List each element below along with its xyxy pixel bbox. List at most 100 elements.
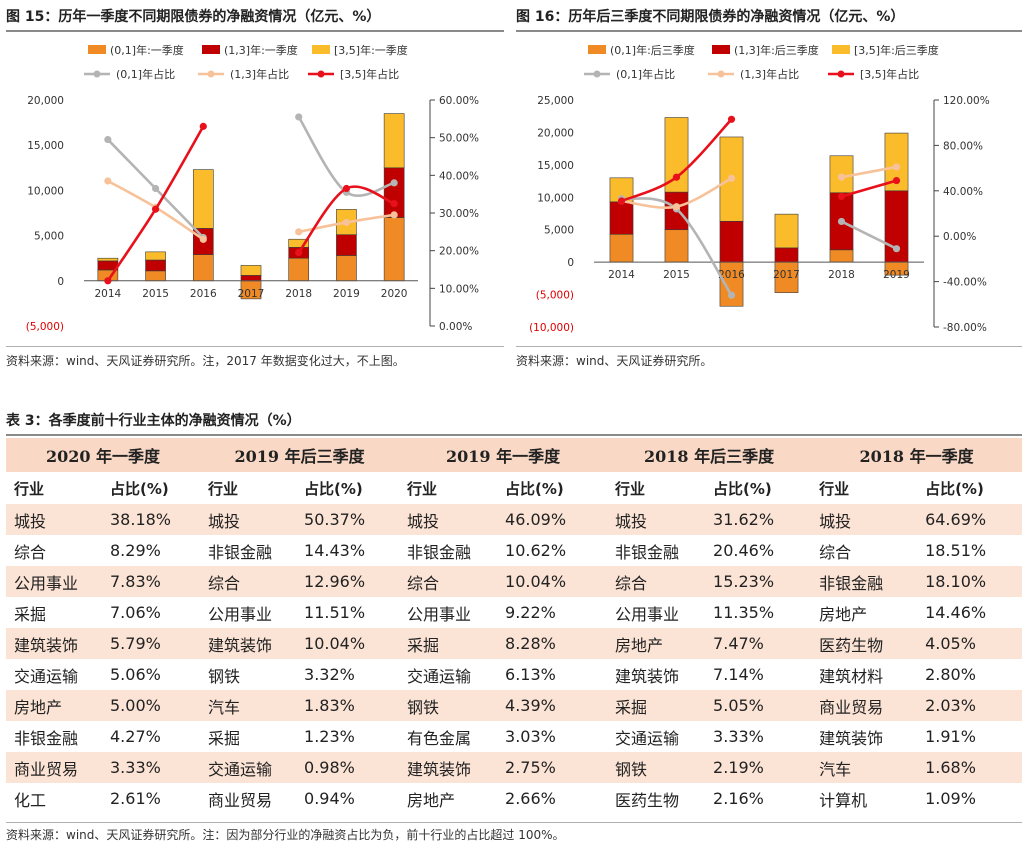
industry-cell: 采掘 [399,628,498,659]
column-header-ratio: 占比(%) [505,479,564,498]
industry-cell: 化工 [14,790,47,810]
x-tick-label: 2018 [285,288,312,300]
y2-tick-label: 20.00% [439,246,479,258]
legend-label: [3,5]年占比 [860,67,919,81]
ratio-cell: 15.23% [705,566,812,597]
series-point [390,211,398,219]
bar-segment [288,257,310,282]
table-row: 非银金融 4.27% 采掘 1.23% 有色金属 3.03% 交通运输 3.33% 建筑… [6,721,1022,752]
bar-segment [192,254,214,282]
x-tick-label: 2020 [381,288,408,300]
ratio-cell: 5.79% [102,628,201,659]
y2-tick-label: -40.00% [943,277,987,289]
table-3-source: 资料来源：wind、天风证券研究所。注：因为部分行业的净融资占比为负，前十行业的… [6,822,1022,847]
industry-cell: 交通运输 [14,666,79,686]
legend-label: (1,3]年:后三季度 [734,43,819,57]
series-line [297,116,395,197]
ratio-cell: 7.83% [102,566,201,597]
industry-cell: 建筑装饰 [819,728,884,748]
ratio-cell: 5.05% [705,690,812,721]
industry-cell: 房地产 [819,604,868,624]
series-point [672,173,681,181]
ratio-cell: 38.18% [102,504,201,535]
series-point [295,113,303,121]
bar-segment [336,234,357,256]
ratio-cell: 1.83% [296,690,400,721]
industry-cell: 汽车 [200,690,297,721]
industry-cell: 公用事业 [615,604,680,624]
table-row: 建筑装饰 5.79% 建筑装饰 10.04% 采掘 8.28% 房地产 7.47% 医药… [6,628,1023,659]
table-column-header-row: 行业 占比(%) 行业 占比(%) 行业 占比(%) 行业 占比(%) 行业 占… [6,472,1022,504]
ratio-cell: 0.98% [296,752,400,783]
industry-cell: 城投 [811,504,918,535]
industry-cell: 公用事业 [407,604,472,624]
ratio-cell: 8.29% [110,541,161,560]
y2-tick-label: 0.00% [439,321,472,333]
bar-segment [774,213,799,249]
bar-segment [288,238,310,248]
y-tick-label: 15,000 [27,140,64,152]
ratio-cell: 7.47% [705,628,812,659]
column-header-ratio: 占比(%) [925,479,984,498]
group-title: 2020 年一季度 [6,438,201,472]
bar-segment [664,229,689,263]
bar-segment [192,169,214,229]
legend-label: (0,1]年占比 [616,67,675,81]
bar-segment [609,233,634,263]
series-point [342,184,351,193]
bar-segment [240,265,262,276]
x-tick-label: 2017 [238,288,265,300]
legend-swatch [712,45,730,54]
series-point [151,205,160,213]
legend-marker [93,70,101,78]
ratio-cell: 64.69% [917,504,1023,535]
column-header-ratio: 占比(%) [713,479,772,498]
industry-cell: 建筑装饰 [615,666,680,686]
figure-15-svg: (0,1]年:一季度 (1,3]年:一季度 [3,5]年:一季度 (0,1]年占比 (1… [26,43,479,333]
y2-tick-label: 0.00% [943,231,976,243]
legend-label: [3,5]年占比 [340,67,399,81]
ratio-cell: 1.23% [304,727,355,746]
series-point [727,115,736,123]
ratio-cell: 10.04% [296,628,400,659]
ratio-cell: 7.06% [110,603,161,622]
legend-marker [837,70,845,78]
industry-cell: 汽车 [811,752,918,783]
series-point [892,176,901,185]
industry-cell: 采掘 [14,604,47,624]
ratio-cell: 1.68% [917,752,1023,783]
group-title: 2019 年一季度 [399,438,608,472]
figure-15-source: 资料来源：wind、天风证券研究所。注，2017 年数据变化过大，不上图。 [6,346,504,375]
ratio-cell: 3.33% [102,752,201,783]
series-point [892,245,901,253]
ratio-cell: 4.39% [497,690,608,721]
bar-segment [336,255,357,282]
table-row: 交通运输 5.06% 钢铁 3.32% 交通运输 6.13% 建筑装饰 7.14% 建筑… [6,659,1022,690]
legend-label: (0,1]年:后三季度 [610,43,695,57]
industry-cell: 综合 [399,566,498,597]
ratio-cell: 12.96% [296,566,400,597]
industry-cell: 采掘 [607,690,706,721]
industry-cell: 非银金融 [14,728,79,748]
industry-cell: 公用事业 [6,566,102,597]
series-point [390,199,398,208]
ratio-cell: 2.66% [505,789,556,808]
y2-tick-label: 120.00% [943,95,990,107]
ratio-cell: 9.22% [505,603,556,622]
y-tick-label: 20,000 [27,95,64,107]
table-row: 房地产 5.00% 汽车 1.83% 钢铁 4.39% 采掘 5.05% 商业贸易 2.0… [6,690,1023,721]
industry-cell: 医药生物 [615,790,680,810]
group-title: 2018 年一季度 [811,438,1023,472]
ratio-cell: 8.28% [497,628,608,659]
table-row: 城投 38.18% 城投 50.37% 城投 46.09% 城投 31.62% 城投 64… [6,504,1023,535]
ratio-cell: 20.46% [713,541,775,560]
ratio-cell: 7.14% [713,665,764,684]
y-tick-label: 0 [567,257,574,269]
y-tick-label: 0 [57,276,64,288]
industry-cell: 钢铁 [607,752,706,783]
bar-segment [240,275,262,282]
industry-cell: 交通运输 [200,752,297,783]
x-tick-label: 2018 [828,269,855,281]
ratio-cell: 3.32% [304,665,355,684]
industry-cell: 建筑材料 [819,666,884,686]
